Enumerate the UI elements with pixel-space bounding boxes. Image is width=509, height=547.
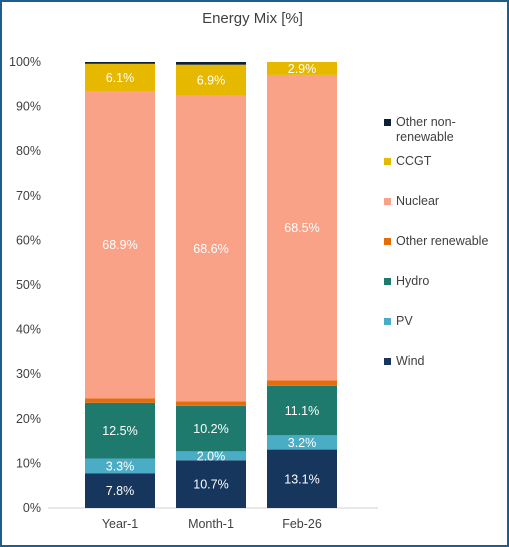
data-label: 6.1% xyxy=(106,71,135,85)
legend-item: CCGT xyxy=(384,154,501,169)
bar-segment xyxy=(176,460,246,508)
bar-segment xyxy=(267,74,337,381)
y-tick-label: 60% xyxy=(16,233,41,247)
legend-label: Nuclear xyxy=(396,194,440,208)
chart-title: Energy Mix [%] xyxy=(202,10,303,27)
legend-label: Wind xyxy=(396,354,425,368)
data-label: 3.2% xyxy=(288,436,317,450)
bar-segment xyxy=(267,380,337,386)
legend-swatch xyxy=(384,158,391,165)
y-tick-label: 80% xyxy=(16,144,41,158)
bar-segment xyxy=(267,449,337,508)
legend-label: Other non-renewable xyxy=(396,115,456,144)
y-tick-label: 30% xyxy=(16,367,41,381)
legend-label: Other renewable xyxy=(396,234,489,248)
x-tick-label: Feb-26 xyxy=(282,517,322,531)
bar-segment xyxy=(267,62,337,75)
bar-segment xyxy=(176,64,246,96)
legend-label: CCGT xyxy=(396,154,432,168)
legend-label: Hydro xyxy=(396,274,430,288)
bar-segment xyxy=(85,63,155,91)
data-label: 3.3% xyxy=(106,459,135,473)
y-tick-label: 100% xyxy=(9,55,41,69)
bar-segment xyxy=(176,451,246,461)
bar-segment xyxy=(85,398,155,403)
x-tick-label: Month-1 xyxy=(188,517,234,531)
legend-swatch xyxy=(384,358,391,365)
y-tick-label: 0% xyxy=(23,501,41,515)
data-label: 7.8% xyxy=(106,484,135,498)
legend-item: Other renewable xyxy=(384,234,501,249)
data-label: 13.1% xyxy=(284,472,319,486)
y-tick-label: 90% xyxy=(16,100,41,114)
legend-swatch xyxy=(384,278,391,285)
legend-item: Wind xyxy=(384,354,501,369)
bar-segment xyxy=(85,62,155,64)
bar-segment xyxy=(85,473,155,508)
data-label: 10.7% xyxy=(193,478,228,492)
data-label: 11.1% xyxy=(285,404,320,418)
y-tick-label: 50% xyxy=(16,278,41,292)
bar-segment xyxy=(176,405,246,452)
legend-swatch xyxy=(384,318,391,325)
y-tick-label: 20% xyxy=(16,412,41,426)
y-tick-label: 70% xyxy=(16,189,41,203)
data-label: 12.5% xyxy=(102,424,137,438)
legend-swatch xyxy=(384,119,391,126)
data-label: 68.6% xyxy=(193,242,228,256)
data-label: 10.2% xyxy=(193,422,228,436)
bar-segment xyxy=(85,90,155,399)
legend-item: Other non-renewable xyxy=(384,115,501,145)
data-label: 2.0% xyxy=(197,449,226,463)
bar-segment xyxy=(85,402,155,459)
y-tick-label: 10% xyxy=(16,456,41,470)
bar-segment xyxy=(176,62,246,65)
legend-item: Nuclear xyxy=(384,194,501,209)
legend-item: Hydro xyxy=(384,274,501,289)
data-label: 68.5% xyxy=(284,221,319,235)
legend-swatch xyxy=(384,198,391,205)
bar-segment xyxy=(176,95,246,402)
bar-segment xyxy=(85,458,155,474)
y-tick-label: 40% xyxy=(16,323,41,337)
legend-swatch xyxy=(384,238,391,245)
legend-item: PV xyxy=(384,314,501,329)
bar-segment xyxy=(267,435,337,450)
bar-segment xyxy=(176,401,246,406)
bar-segment xyxy=(267,385,337,436)
data-label: 6.9% xyxy=(197,74,226,88)
data-label: 68.9% xyxy=(102,238,137,252)
legend-label: PV xyxy=(396,314,413,328)
x-tick-label: Year-1 xyxy=(102,517,138,531)
data-label: 2.9% xyxy=(288,62,317,76)
